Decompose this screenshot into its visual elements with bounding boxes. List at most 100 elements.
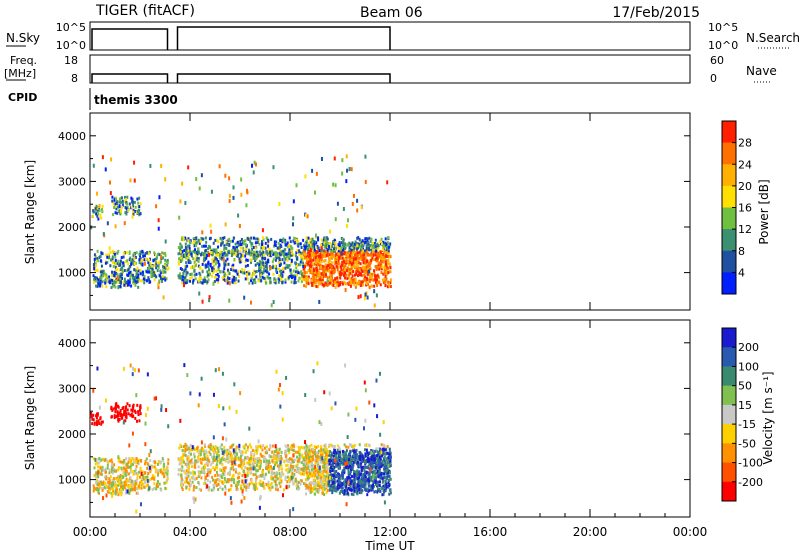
power-cell bbox=[190, 252, 193, 256]
velocity-cell bbox=[239, 464, 242, 468]
power-cell bbox=[192, 278, 195, 282]
power-cell bbox=[290, 271, 293, 275]
velocity-cell bbox=[350, 492, 353, 496]
power-cell bbox=[181, 268, 184, 272]
velocity-cell bbox=[346, 481, 349, 485]
power-cell-sparse bbox=[234, 277, 237, 282]
power-cell bbox=[201, 244, 204, 248]
power-cell bbox=[100, 251, 103, 255]
power-cell bbox=[311, 244, 314, 248]
power-cell bbox=[328, 265, 331, 269]
velocity-cell bbox=[126, 402, 129, 406]
power-cell bbox=[303, 244, 306, 248]
power-cell bbox=[343, 257, 346, 261]
power-cell bbox=[330, 265, 333, 269]
power-cell bbox=[142, 277, 145, 281]
power-cell bbox=[349, 284, 352, 288]
power-cell bbox=[126, 280, 129, 284]
power-cell bbox=[323, 265, 326, 269]
power-cell bbox=[385, 269, 388, 273]
velocity-cell bbox=[302, 482, 305, 486]
velocity-cell bbox=[232, 468, 235, 472]
velocity-cell bbox=[132, 457, 135, 461]
velocity-cell bbox=[98, 472, 101, 476]
velocity-cell bbox=[315, 489, 318, 493]
velocity-cell bbox=[209, 480, 212, 484]
power-cell bbox=[275, 240, 278, 244]
power-cell bbox=[197, 279, 200, 283]
velocity-cell bbox=[332, 480, 335, 484]
velocity-cell bbox=[114, 488, 117, 492]
power-cell bbox=[209, 236, 212, 240]
power-cell bbox=[179, 247, 182, 251]
power-cell bbox=[275, 269, 278, 273]
velocity-cell bbox=[140, 470, 143, 474]
power-cell bbox=[381, 259, 384, 263]
velocity-cell bbox=[383, 485, 386, 489]
velocity-cell bbox=[374, 479, 377, 483]
velocity-cell bbox=[228, 470, 231, 474]
velocity-cell bbox=[378, 468, 381, 472]
power-cell bbox=[222, 270, 225, 274]
velocity-cell bbox=[100, 486, 103, 490]
power-cell bbox=[349, 281, 352, 285]
power-cell bbox=[153, 251, 156, 255]
power-cell bbox=[111, 257, 114, 261]
velocity-cell bbox=[352, 481, 355, 485]
power-cell bbox=[350, 256, 353, 260]
power-cell bbox=[370, 284, 373, 288]
power-cell bbox=[300, 271, 303, 275]
power-cell bbox=[253, 280, 256, 284]
velocity-cell bbox=[285, 468, 288, 472]
power-cell bbox=[360, 240, 363, 244]
velocity-cell bbox=[97, 482, 100, 486]
velocity-cell bbox=[156, 462, 159, 466]
power-cell bbox=[365, 271, 368, 275]
power-cell bbox=[307, 258, 310, 262]
velocity-cell bbox=[205, 486, 208, 490]
power-cell bbox=[127, 268, 130, 272]
power-cell bbox=[164, 278, 167, 282]
power-cell bbox=[215, 275, 218, 279]
velocity-cell bbox=[259, 461, 262, 465]
velocity-cell bbox=[255, 469, 258, 473]
power-cell bbox=[386, 285, 389, 289]
power-cell bbox=[195, 254, 198, 258]
power-cell bbox=[338, 245, 341, 249]
power-cell bbox=[218, 270, 221, 274]
velocity-cell bbox=[361, 489, 364, 493]
velocity-cell bbox=[166, 469, 169, 473]
power-cell bbox=[294, 237, 297, 241]
power-cell bbox=[350, 267, 353, 271]
power-cell bbox=[389, 266, 392, 270]
velocity-cell bbox=[215, 484, 218, 488]
velocity-cell bbox=[376, 466, 379, 470]
velocity-cell bbox=[292, 482, 295, 486]
power-cell bbox=[275, 252, 278, 256]
power-cell-sparse bbox=[240, 192, 243, 197]
power-cell bbox=[381, 278, 384, 282]
velocity-cell bbox=[123, 486, 126, 490]
power-cell bbox=[221, 253, 224, 257]
power-cell bbox=[315, 261, 318, 265]
velocity-cell bbox=[367, 489, 370, 493]
power-cell bbox=[284, 257, 287, 261]
power-cell bbox=[343, 260, 346, 264]
velocity-cell bbox=[337, 462, 340, 466]
power-cell bbox=[114, 265, 117, 269]
power-cell bbox=[200, 236, 203, 240]
power-cell bbox=[113, 281, 116, 285]
power-cell bbox=[365, 237, 368, 241]
velocity-cell bbox=[259, 483, 262, 487]
velocity-cell bbox=[336, 479, 339, 483]
power-cell-sparse bbox=[182, 283, 185, 288]
power-cell-sparse bbox=[133, 160, 136, 165]
power-cell bbox=[300, 254, 303, 258]
velocity-cell bbox=[259, 464, 262, 468]
velocity-cell bbox=[384, 448, 387, 452]
power-cell bbox=[259, 271, 262, 275]
velocity-cell bbox=[373, 478, 376, 482]
velocity-cell bbox=[333, 477, 336, 481]
power-cell bbox=[134, 205, 137, 209]
